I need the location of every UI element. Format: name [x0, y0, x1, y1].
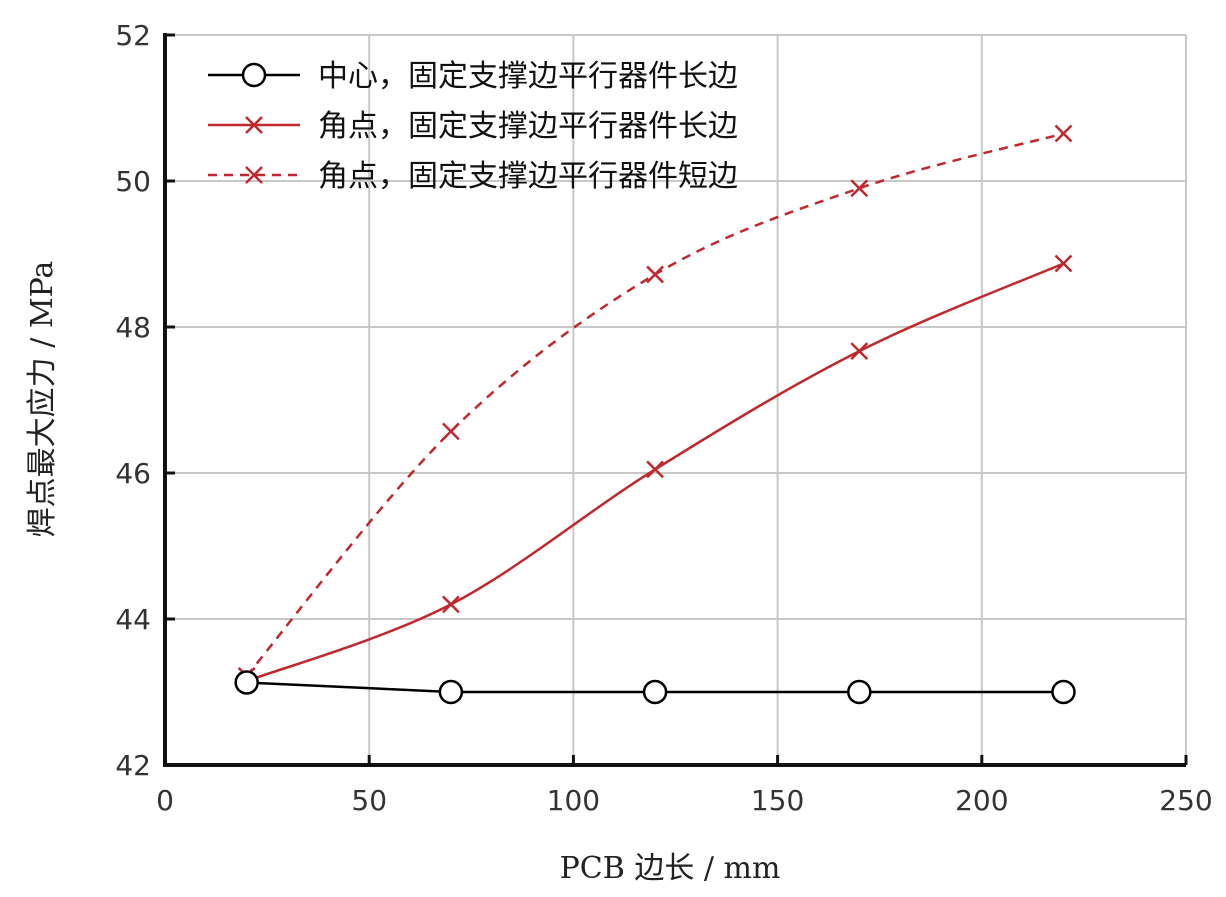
- x-tick-label: 200: [955, 784, 1008, 817]
- data-point: [1051, 679, 1076, 705]
- data-point: [847, 679, 872, 705]
- y-tick-label: 44: [115, 603, 151, 636]
- legend-swatch-marker: [241, 62, 267, 88]
- data-point: [642, 679, 668, 705]
- legend-label: 角点，固定支撑边平行器件长边: [318, 109, 738, 144]
- data-point: [646, 265, 664, 284]
- legend-label: 角点，固定支撑边平行器件短边: [318, 159, 738, 194]
- data-point: [1054, 124, 1073, 143]
- legend-entry: 角点，固定支撑边平行器件长边: [208, 109, 738, 144]
- tick-labels: 0 50 100 150 200 250 42 44 46 48 50 52: [115, 19, 1212, 817]
- axes: [163, 33, 1188, 767]
- data-point: [438, 679, 464, 705]
- data-point: [1054, 254, 1073, 273]
- y-axis-label: 焊点最大应力 / MPa: [25, 261, 60, 538]
- x-tick-label: 250: [1159, 784, 1212, 817]
- data-series: [234, 124, 1076, 705]
- data-point: [441, 595, 460, 614]
- data-point: [441, 422, 460, 441]
- data-point: [234, 670, 259, 695]
- y-tick-label: 46: [115, 457, 151, 490]
- legend-swatch-marker: [245, 116, 263, 134]
- y-tick-label: 42: [115, 749, 151, 782]
- data-point: [646, 460, 664, 479]
- x-tick-label: 50: [351, 784, 387, 817]
- data-point: [850, 179, 869, 198]
- data-point: [850, 342, 869, 360]
- series-1: [234, 670, 1076, 705]
- x-axis-label: PCB 边长 / mm: [560, 851, 781, 886]
- x-tick-label: 150: [751, 784, 804, 817]
- grid: [164, 34, 1187, 766]
- x-tick-label: 0: [156, 784, 174, 817]
- y-tick-label: 52: [115, 19, 151, 52]
- legend-entry: 角点，固定支撑边平行器件短边: [208, 159, 738, 194]
- y-tick-label: 50: [115, 165, 151, 198]
- y-tick-label: 48: [115, 311, 151, 344]
- legend-entry: 中心，固定支撑边平行器件长边: [208, 59, 738, 94]
- series-3: [237, 124, 1073, 685]
- x-tick-label: 100: [547, 784, 600, 817]
- legend-swatch-marker: [245, 166, 263, 184]
- legend: 中心，固定支撑边平行器件长边角点，固定支撑边平行器件长边角点，固定支撑边平行器件…: [208, 59, 738, 194]
- legend-label: 中心，固定支撑边平行器件长边: [318, 59, 738, 94]
